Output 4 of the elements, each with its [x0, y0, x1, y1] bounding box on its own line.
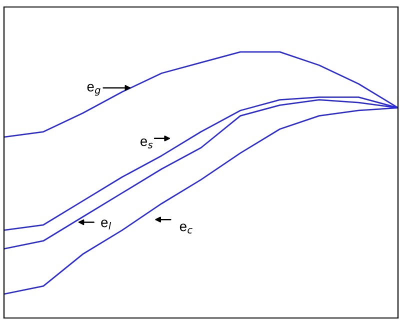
annotation: e$_{s}$ — [140, 138, 153, 148]
annotation: e$_{g}$ — [87, 84, 100, 96]
annotation: e$_{c}$ — [180, 224, 192, 234]
annotation: e$_{l}$ — [101, 220, 112, 230]
